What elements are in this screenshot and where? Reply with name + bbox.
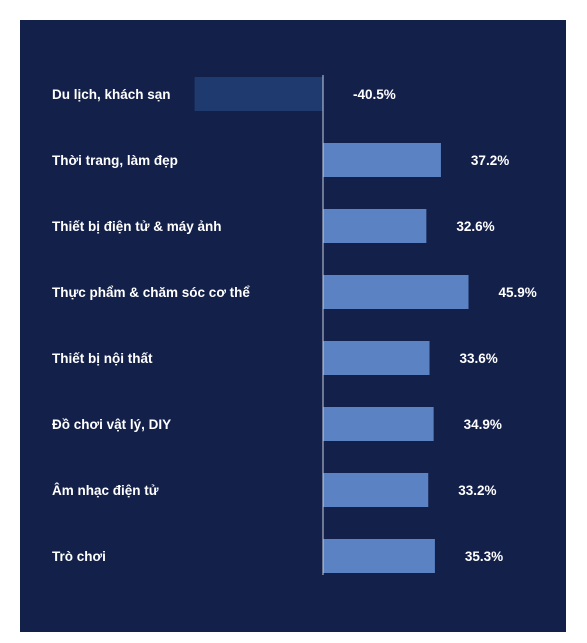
- value-label: 37.2%: [471, 153, 509, 168]
- value-label: 33.2%: [458, 483, 496, 498]
- category-label: Thiết bị nội thất: [52, 351, 153, 366]
- bar: [323, 539, 435, 573]
- labels-group: Du lịch, khách sạn -40.5% Thời trang, làm …: [52, 87, 537, 564]
- value-label: -40.5%: [353, 87, 396, 102]
- category-label: Thiết bị điện tử & máy ảnh: [52, 219, 222, 234]
- value-label: 33.6%: [460, 351, 498, 366]
- bar: [323, 473, 429, 507]
- category-label: Trò chơi: [52, 549, 106, 564]
- value-label: 32.6%: [456, 219, 494, 234]
- value-label: 35.3%: [465, 549, 503, 564]
- bar: [194, 77, 323, 111]
- value-label: 45.9%: [499, 285, 537, 300]
- category-label: Âm nhạc điện tử: [52, 483, 159, 498]
- bar: [323, 209, 427, 243]
- category-label: Thực phẩm & chăm sóc cơ thể: [52, 285, 250, 300]
- category-label: Thời trang, làm đẹp: [52, 153, 178, 168]
- bar: [323, 143, 441, 177]
- bar: [323, 407, 434, 441]
- bar: [323, 275, 469, 309]
- bar: [323, 341, 430, 375]
- category-label: Du lịch, khách sạn: [52, 87, 171, 102]
- value-label: 34.9%: [464, 417, 502, 432]
- bar-chart: Du lịch, khách sạn -40.5% Thời trang, làm …: [52, 75, 537, 575]
- category-label: Đồ chơi vật lý, DIY: [52, 417, 171, 432]
- chart-panel: Du lịch, khách sạn -40.5% Thời trang, làm …: [20, 20, 566, 632]
- bars-group: [194, 77, 469, 573]
